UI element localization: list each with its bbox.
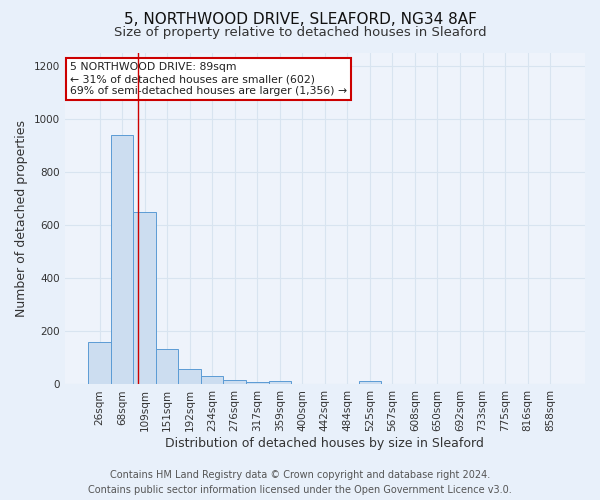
Bar [133,212,156,384]
Bar [269,382,291,384]
Bar [246,382,269,384]
Bar [359,382,381,384]
Bar [111,135,133,384]
Bar [201,376,223,384]
Text: Contains HM Land Registry data © Crown copyright and database right 2024.
Contai: Contains HM Land Registry data © Crown c… [88,470,512,495]
X-axis label: Distribution of detached houses by size in Sleaford: Distribution of detached houses by size … [166,437,484,450]
Text: 5 NORTHWOOD DRIVE: 89sqm
← 31% of detached houses are smaller (602)
69% of semi-: 5 NORTHWOOD DRIVE: 89sqm ← 31% of detach… [70,62,347,96]
Bar [156,348,178,384]
Y-axis label: Number of detached properties: Number of detached properties [15,120,28,317]
Bar [178,368,201,384]
Text: Size of property relative to detached houses in Sleaford: Size of property relative to detached ho… [113,26,487,39]
Bar [223,380,246,384]
Text: 5, NORTHWOOD DRIVE, SLEAFORD, NG34 8AF: 5, NORTHWOOD DRIVE, SLEAFORD, NG34 8AF [124,12,476,28]
Bar [88,342,111,384]
